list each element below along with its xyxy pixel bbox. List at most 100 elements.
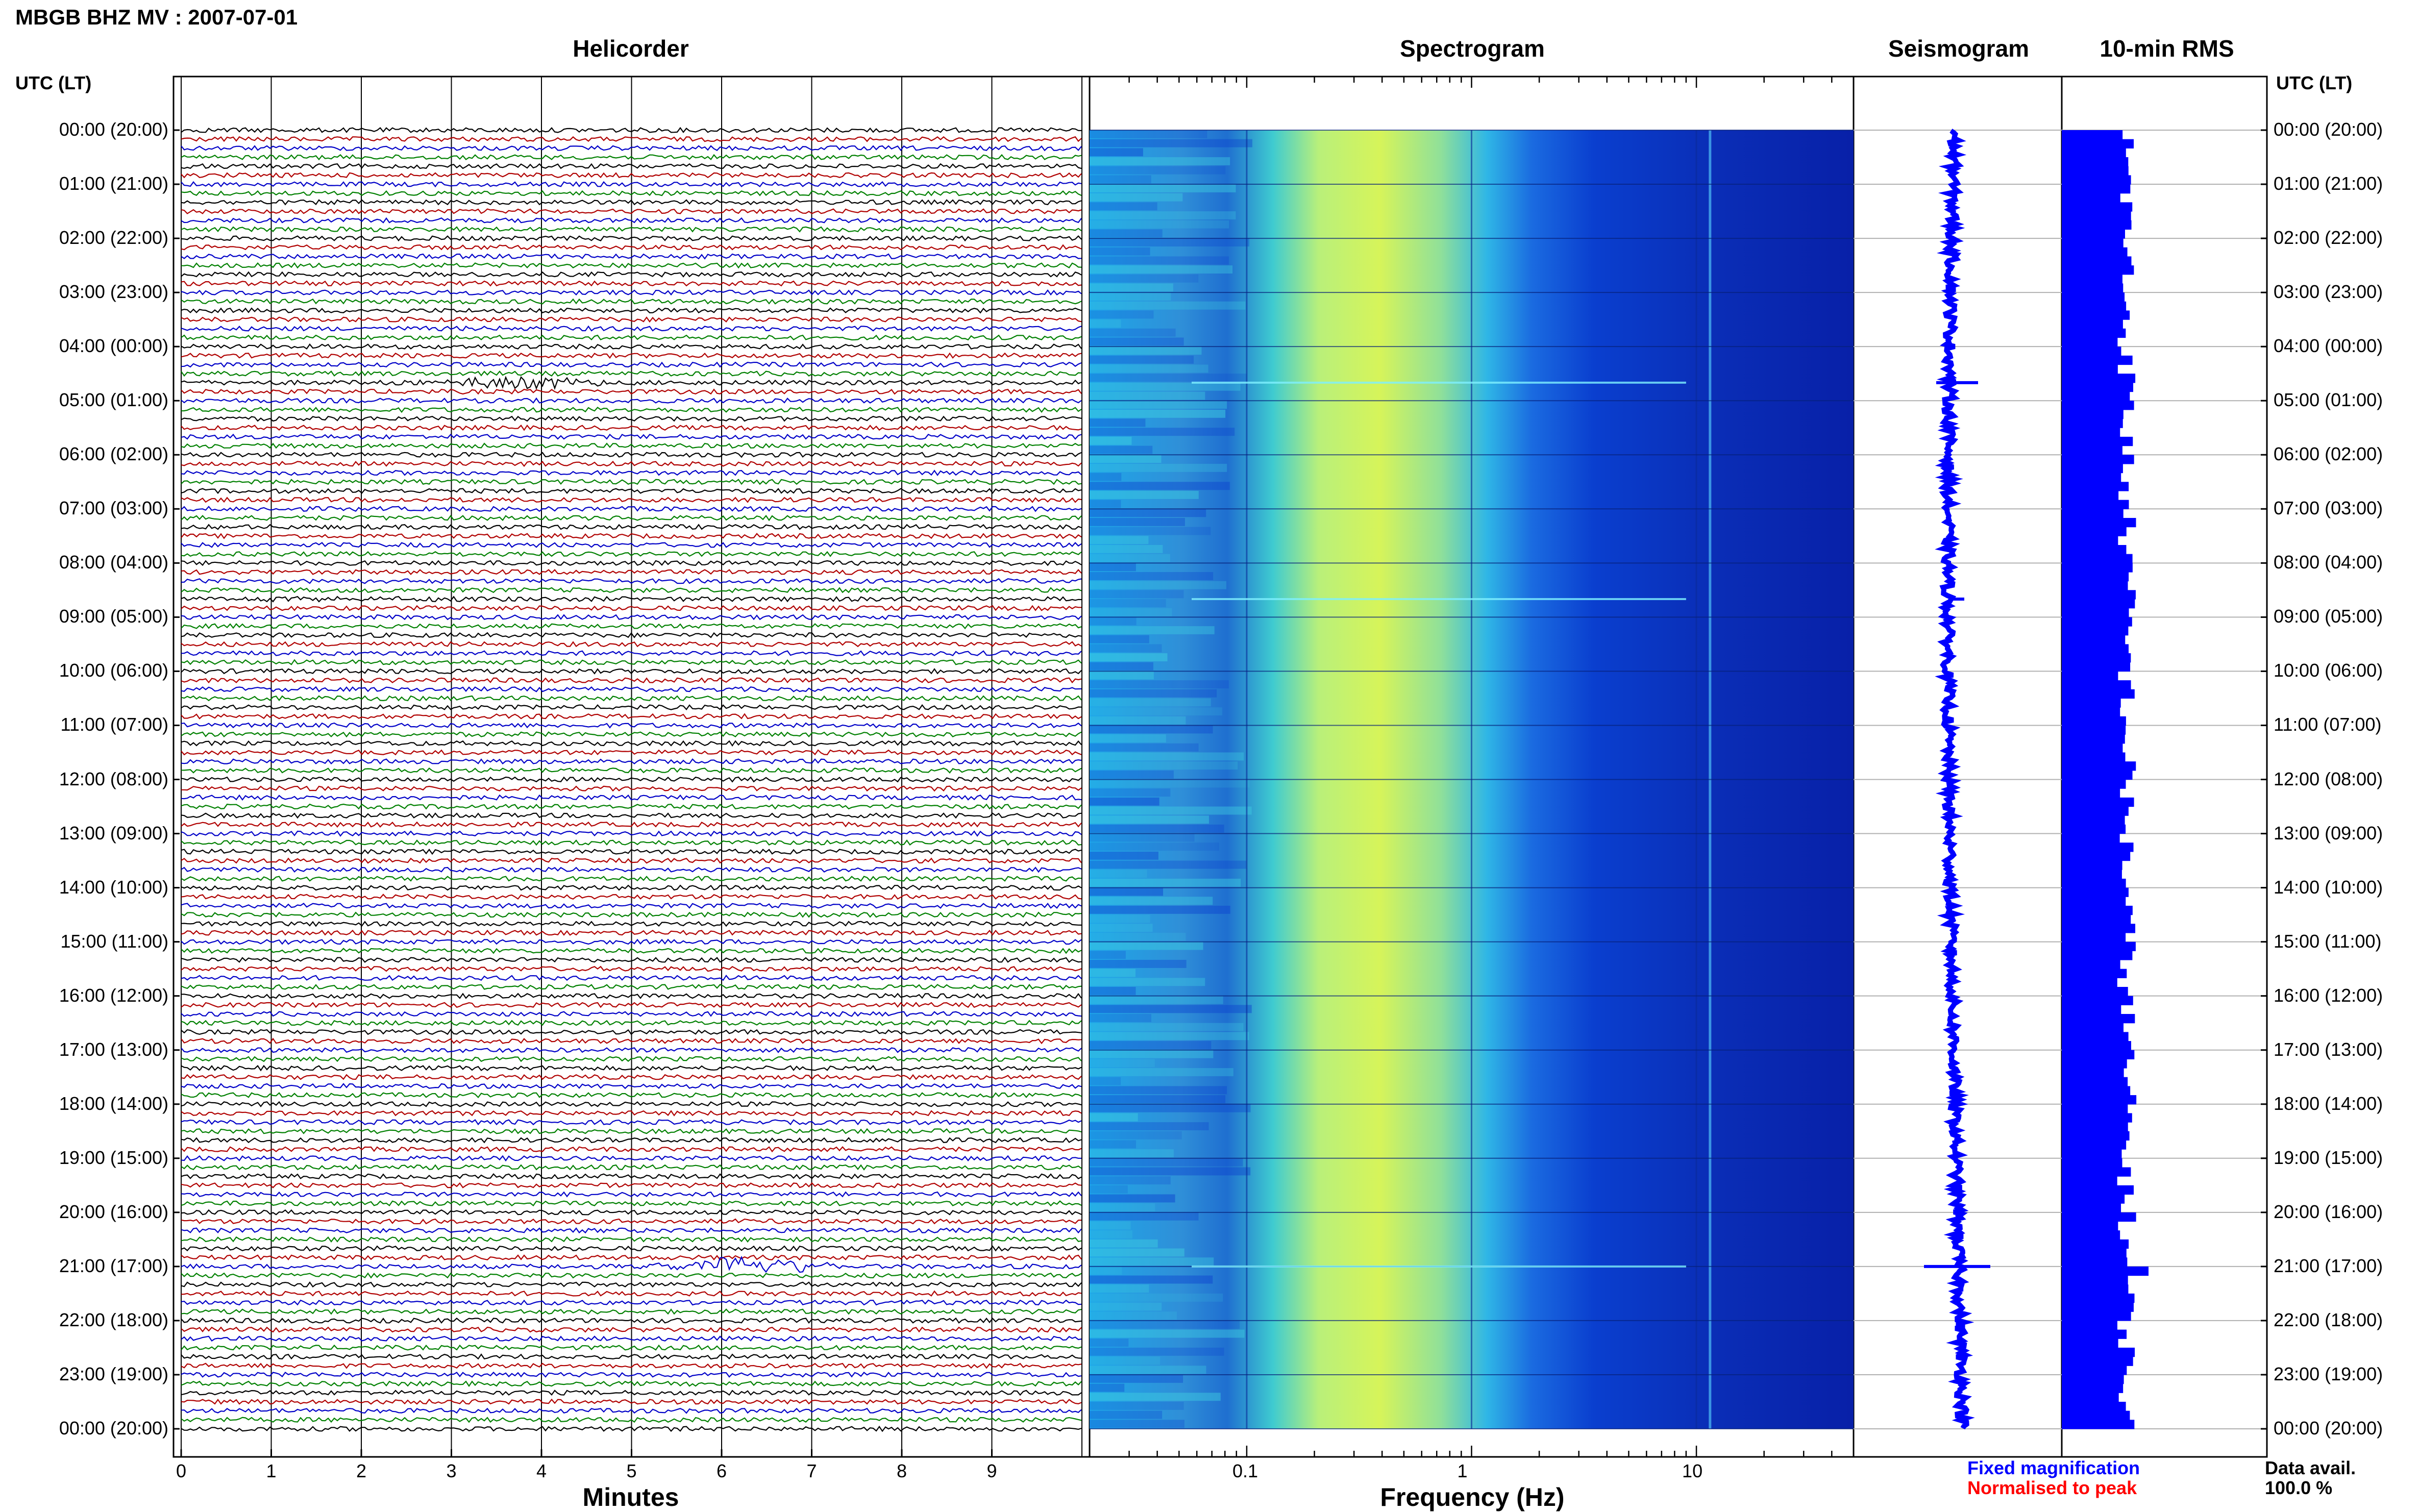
helicorder-trace — [181, 452, 1082, 458]
rms-bar — [2062, 932, 2126, 943]
hour-label-left: 00:00 (20:00) — [59, 1418, 168, 1439]
helicorder-trace — [181, 235, 1082, 242]
rms-bar — [2062, 959, 2120, 970]
rms-bar — [2062, 617, 2132, 627]
helicorder-trace — [181, 568, 1082, 575]
rms-bar — [2062, 743, 2123, 753]
helicorder-trace — [181, 794, 1082, 801]
spectrogram-row-band — [1090, 445, 1153, 454]
rms-bar — [2062, 770, 2133, 780]
helicorder-trace — [181, 1371, 1082, 1378]
rms-bar — [2062, 1248, 2127, 1258]
rms-bar — [2062, 184, 2131, 194]
spectrogram-row-band — [1090, 256, 1229, 265]
spectrogram-row-band — [1090, 716, 1186, 725]
helicorder-trace — [181, 1173, 1082, 1180]
rms-bar — [2062, 905, 2133, 915]
helicorder-trace — [181, 803, 1082, 810]
spectrogram-row-band — [1090, 590, 1184, 599]
spectrogram-row-band — [1090, 797, 1159, 806]
helicorder-trace — [181, 1011, 1082, 1018]
hour-label-right: 10:00 (06:00) — [2274, 660, 2383, 681]
helicorder-trace — [181, 1002, 1082, 1008]
helicorder-trace — [181, 397, 1082, 404]
spectrogram-row-band — [1090, 374, 1247, 382]
spectrogram-row-band — [1090, 887, 1164, 896]
spectrogram-row-band — [1090, 202, 1157, 211]
hour-label-left: 15:00 (11:00) — [60, 930, 168, 952]
rms-bar — [2062, 1393, 2119, 1402]
spectrogram-row-band — [1090, 770, 1174, 779]
spectrogram-row-band — [1090, 184, 1236, 192]
seismogram-trace — [1935, 129, 1975, 1430]
spectrogram-row-band — [1090, 1393, 1221, 1401]
hour-label-right: 14:00 (10:00) — [2274, 876, 2383, 898]
frequency-tick-label: 10 — [1682, 1460, 1703, 1481]
rms-bar — [2062, 680, 2131, 690]
spectrogram-row-band — [1090, 1329, 1245, 1338]
helicorder-trace — [181, 632, 1082, 638]
rms-bar — [2062, 1059, 2127, 1069]
data-availability-label: Data avail. — [2265, 1457, 2356, 1478]
hour-label-left: 02:00 (22:00) — [59, 227, 168, 249]
spectrogram-row-band — [1090, 914, 1150, 923]
helicorder-trace — [181, 1128, 1082, 1134]
spectrogram-row-band — [1090, 355, 1194, 364]
hour-label-left: 22:00 (18:00) — [59, 1309, 168, 1330]
hour-label-right: 17:00 (13:00) — [2274, 1038, 2383, 1060]
spectrogram-row-band — [1090, 635, 1149, 643]
helicorder-trace — [181, 821, 1082, 828]
spectrogram-row-band — [1090, 1104, 1251, 1112]
helicorder-trace — [181, 370, 1082, 377]
rms-bar — [2062, 1005, 2121, 1014]
spectrogram-row-band — [1090, 1032, 1249, 1040]
spectrogram-row-band — [1090, 220, 1229, 229]
helicorder-trace — [181, 415, 1082, 422]
rms-bar — [2062, 1077, 2128, 1087]
helicorder-trace — [181, 650, 1082, 656]
spectrogram-row-band — [1090, 806, 1252, 815]
rms-bar — [2062, 1185, 2134, 1195]
hour-label-left: 23:00 (19:00) — [59, 1363, 168, 1384]
rms-bar — [2062, 986, 2128, 997]
helicorder-trace — [181, 1353, 1082, 1360]
rms-bar — [2062, 1140, 2127, 1150]
rms-bar — [2062, 1320, 2117, 1330]
rms-bar — [2062, 1068, 2124, 1078]
rms-bar — [2062, 1366, 2127, 1375]
hour-label-right: 18:00 (14:00) — [2274, 1093, 2383, 1114]
helicorder-trace — [181, 1335, 1082, 1342]
spectrogram-row-band — [1090, 698, 1211, 707]
spectrogram-row-band — [1090, 1122, 1209, 1131]
spectrogram-row-band — [1090, 517, 1185, 526]
rms-bar — [2062, 310, 2130, 320]
spectrogram-row-band — [1090, 490, 1199, 499]
spectrogram-row-band — [1090, 1339, 1129, 1347]
helicorder-trace — [181, 830, 1082, 837]
helicorder-trace — [181, 172, 1082, 179]
hour-label-right: 00:00 (20:00) — [2274, 119, 2383, 140]
helicorder-trace — [181, 848, 1082, 855]
helicorder-trace — [181, 181, 1082, 188]
hour-label-left: 16:00 (12:00) — [59, 984, 168, 1006]
rms-bar — [2062, 1275, 2128, 1285]
hour-label-right: 11:00 (07:00) — [2274, 714, 2382, 735]
helicorder-trace — [181, 262, 1082, 269]
helicorder-trace — [181, 722, 1082, 729]
helicorder-trace — [181, 325, 1082, 332]
helicorder-trace — [181, 136, 1082, 142]
spectrogram-row-band — [1090, 1140, 1137, 1149]
rms-bar — [2062, 364, 2118, 374]
hour-label-right: 05:00 (01:00) — [2274, 389, 2383, 411]
helicorder-trace — [181, 993, 1082, 999]
spectrogram-row-band — [1090, 473, 1122, 481]
rms-bar — [2062, 319, 2123, 329]
helicorder-trace — [181, 1417, 1082, 1423]
hour-label-right: 12:00 (08:00) — [2274, 768, 2383, 789]
spectrogram-row-band — [1090, 1158, 1243, 1167]
helicorder-trace — [181, 1380, 1082, 1387]
rms-bar — [2062, 1293, 2135, 1303]
minute-tick-label: 1 — [266, 1460, 277, 1481]
hour-label-right: 09:00 (05:00) — [2274, 606, 2383, 627]
rms-bar — [2062, 247, 2128, 257]
